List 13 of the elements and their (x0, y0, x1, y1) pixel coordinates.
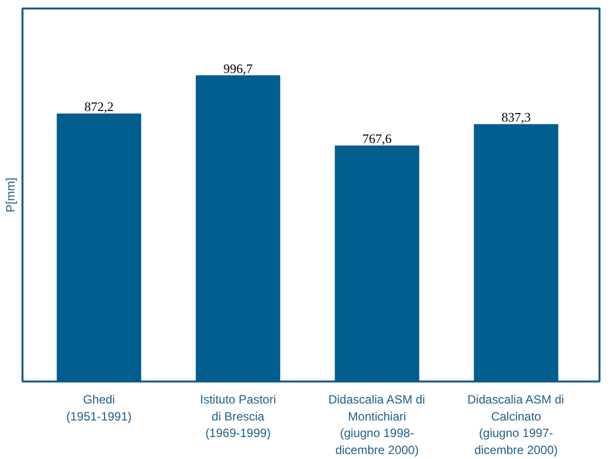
y-axis-title: P[mm] (4, 178, 18, 212)
x-tick-label: Didascalia ASM di Calcinato (giugno 1997- dicembre 2000) (467, 392, 564, 457)
bar (196, 75, 280, 382)
bar (474, 124, 558, 382)
x-tick-label: Ghedi (1951-1991) (66, 392, 132, 424)
data-label: 837,3 (501, 110, 531, 125)
x-tick-label: Istituto Pastori di Brescia (1969-1999) (200, 392, 276, 440)
data-label: 996,7 (223, 60, 254, 76)
data-label: 872,2 (84, 98, 114, 114)
bar (56, 113, 142, 382)
data-label: 767,6 (362, 131, 392, 146)
x-tick-label: Didascalia ASM di Montichiari (giugno 1998- dicembre 2000) (328, 392, 426, 457)
bar (334, 146, 420, 382)
